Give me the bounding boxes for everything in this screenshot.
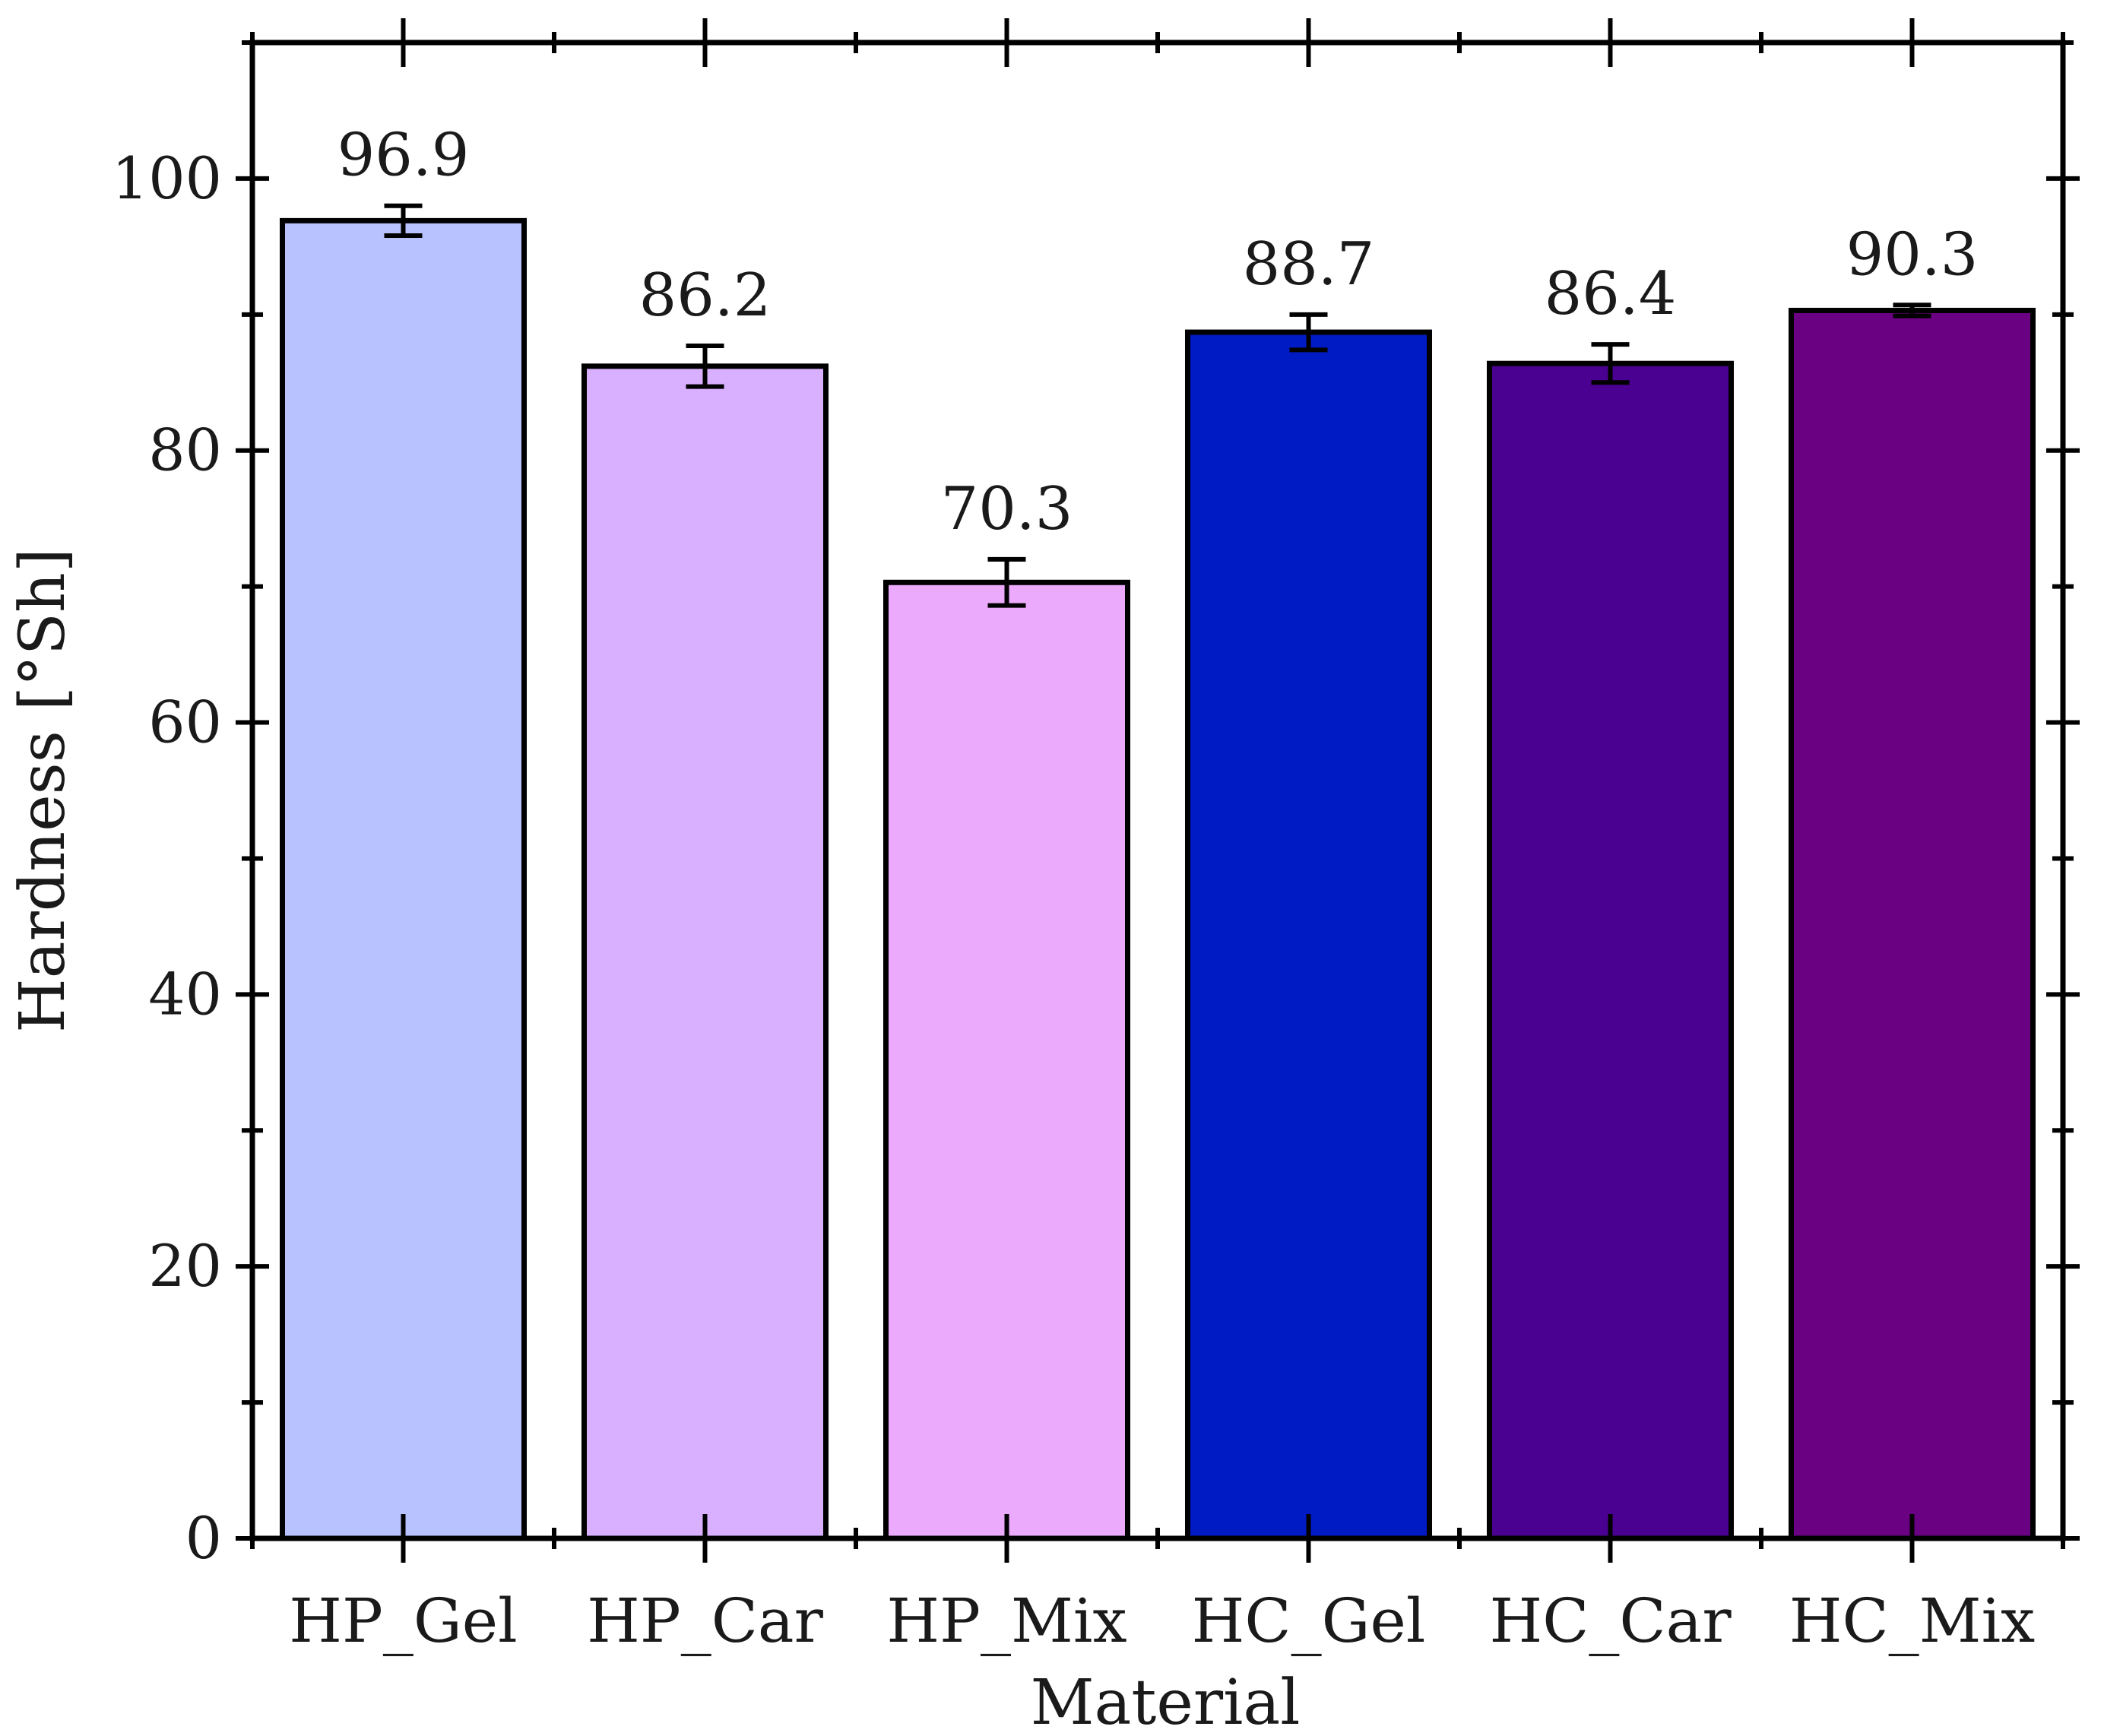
- y-tick-label: 80: [148, 417, 222, 484]
- x-tick-label: HC_Mix: [1789, 1586, 2036, 1656]
- y-tick-label: 40: [148, 960, 222, 1028]
- plot-frame: [249, 40, 2066, 1541]
- bar-hc-mix: [1789, 307, 2036, 1541]
- y-tick-label: 60: [148, 689, 222, 756]
- data-label: 86.4: [1545, 260, 1677, 328]
- y-tick-label: 0: [185, 1504, 222, 1572]
- x-tick-label: HP_Car: [587, 1586, 824, 1656]
- data-label: 90.3: [1846, 220, 1979, 289]
- data-label: 96.9: [337, 122, 470, 190]
- x-tick-label: HC_Gel: [1192, 1586, 1426, 1656]
- y-tick-label: 20: [148, 1232, 222, 1300]
- bar-hp-car: [581, 363, 829, 1541]
- data-label: 86.2: [639, 261, 772, 330]
- x-tick-label: HP_Mix: [886, 1586, 1126, 1656]
- x-tick-label: HP_Gel: [289, 1586, 517, 1656]
- x-axis-title: Material: [1031, 1667, 1301, 1736]
- data-label: 88.7: [1243, 230, 1375, 299]
- bar-hp-gel: [280, 217, 527, 1541]
- bar-hc-gel: [1185, 329, 1432, 1541]
- y-axis-title: Hardness [°Sh]: [7, 548, 79, 1033]
- bar-hp-mix: [883, 579, 1130, 1541]
- data-label: 70.3: [941, 475, 1073, 543]
- x-tick-label: HC_Car: [1489, 1586, 1732, 1656]
- bar-hc-car: [1487, 360, 1734, 1541]
- y-tick-label: 100: [112, 144, 222, 212]
